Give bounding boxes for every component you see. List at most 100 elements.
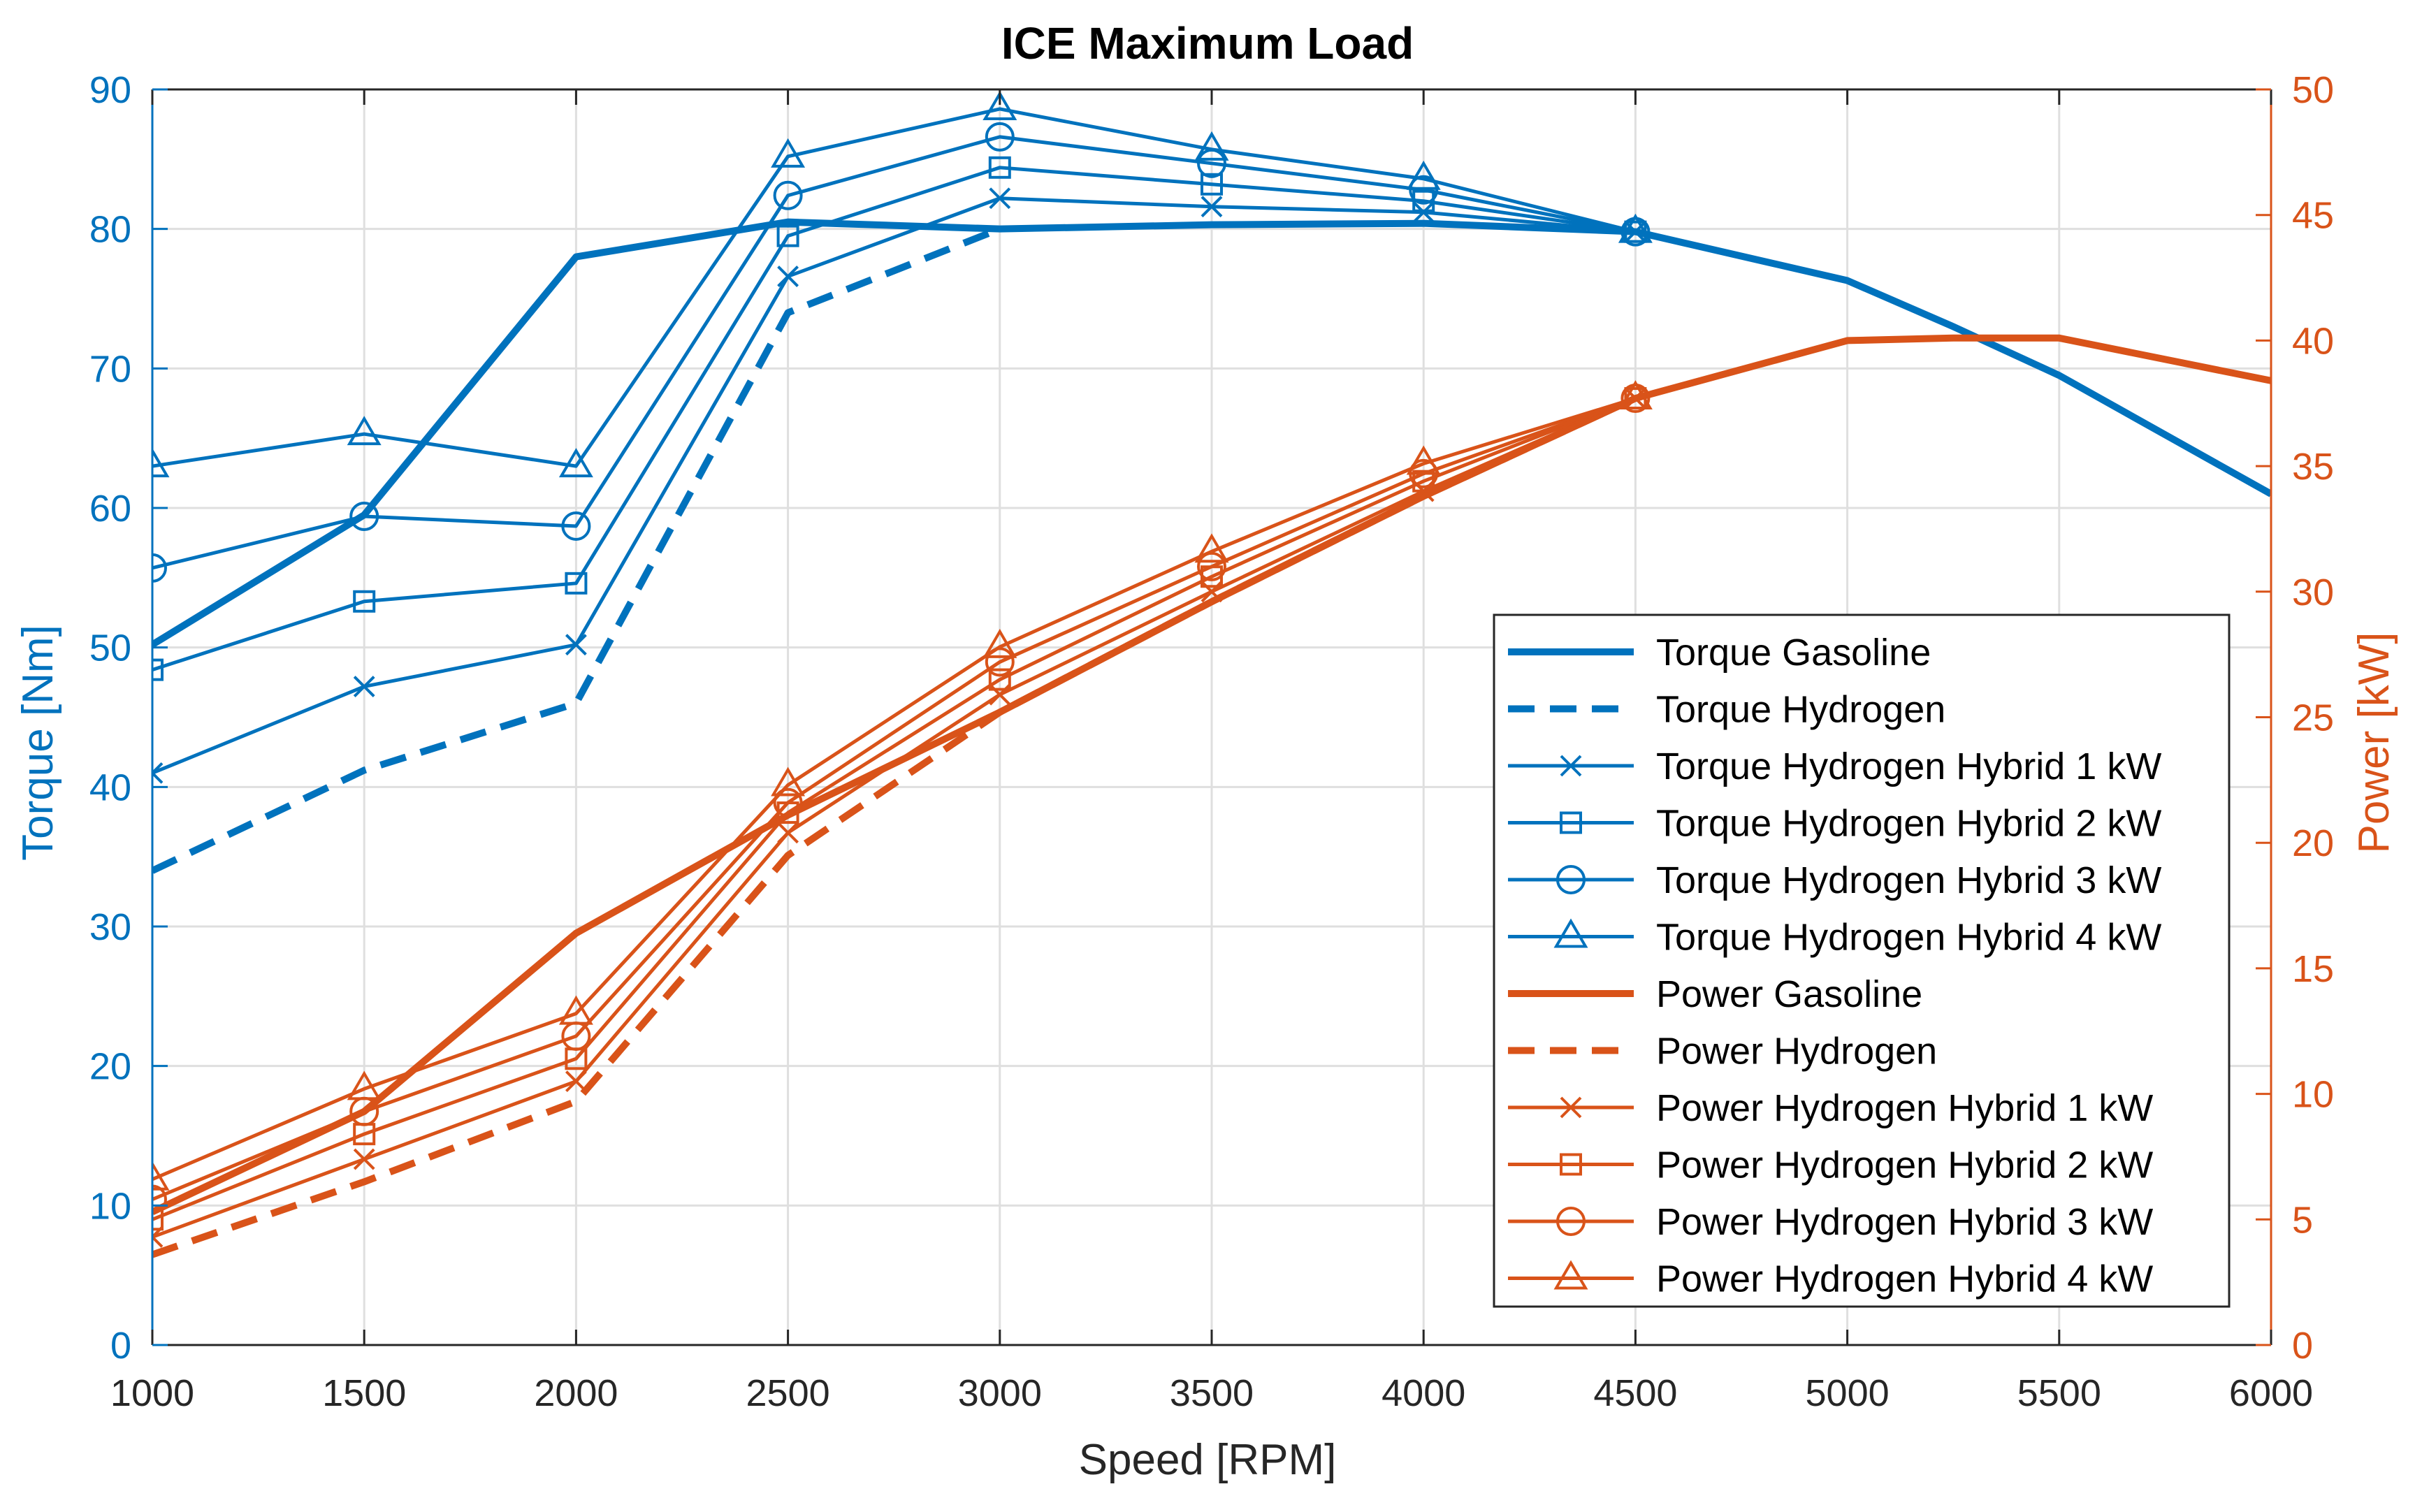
x-tick-label: 1000 — [110, 1372, 194, 1414]
y-left-tick-label: 90 — [89, 69, 131, 111]
legend-entry-torque-hydrogen-hybrid-3-kw: Torque Hydrogen Hybrid 3 kW — [1508, 859, 2161, 901]
legend-label: Power Hydrogen — [1656, 1031, 1937, 1073]
x-tick-label: 5000 — [1806, 1372, 1890, 1414]
marker-triangle — [347, 416, 382, 446]
marker-triangle — [347, 1070, 382, 1100]
marker-x-stroke — [152, 1235, 164, 1248]
marker-x — [1560, 1096, 1582, 1119]
marker-x-stroke — [777, 822, 799, 844]
legend-label: Torque Hydrogen Hybrid 1 kW — [1656, 746, 2161, 787]
marker-x-stroke — [1560, 755, 1582, 777]
marker-x — [1201, 196, 1223, 218]
marker-square — [988, 156, 1011, 179]
x-tick-label: 3000 — [958, 1372, 1042, 1414]
marker-x-stroke — [353, 676, 375, 697]
series-torque-hydrogen-hybrid-4-kw — [152, 90, 1653, 478]
x-tick-label: 5500 — [2017, 1372, 2101, 1414]
series-power-hydrogen — [152, 395, 1637, 1258]
marker-x-stroke — [152, 771, 164, 784]
marker-circle — [561, 511, 591, 541]
y-right-tick-label: 45 — [2292, 195, 2334, 237]
series-line — [152, 396, 1637, 1239]
y-right-tick-label: 0 — [2292, 1325, 2313, 1367]
series-line — [152, 107, 1637, 468]
series-line — [152, 396, 1637, 1201]
marker-x-stroke — [565, 1070, 587, 1093]
x-tick-label: 4000 — [1382, 1372, 1465, 1414]
marker-triangle — [1618, 380, 1653, 410]
marker-triangle — [1553, 1260, 1588, 1290]
legend-entry-power-hydrogen: Power Hydrogen — [1508, 1031, 1937, 1073]
marker-circle — [985, 122, 1015, 152]
marker-circle — [773, 180, 803, 210]
marker-square — [1560, 811, 1582, 834]
legend-entry-power-hydrogen-hybrid-1-kw: Power Hydrogen Hybrid 1 kW — [1508, 1087, 2153, 1129]
legend-label: Power Hydrogen Hybrid 4 kW — [1656, 1258, 2153, 1300]
series-line — [152, 396, 1637, 1182]
marker-triangle — [152, 448, 170, 478]
marker-square — [565, 572, 588, 595]
y-right-tick-label: 35 — [2292, 446, 2334, 488]
legend-label: Torque Gasoline — [1656, 632, 1931, 674]
x-tick-label: 6000 — [2229, 1372, 2313, 1414]
y-right-tick-label: 40 — [2292, 320, 2334, 362]
legend-label: Torque Hydrogen — [1656, 689, 1945, 731]
y-right-tick-label: 5 — [2292, 1199, 2313, 1241]
legend-label: Power Hydrogen Hybrid 2 kW — [1656, 1144, 2153, 1186]
series-power-hydrogen-hybrid-4-kw — [152, 380, 1653, 1191]
series-line — [152, 166, 1636, 671]
series-line — [152, 226, 1001, 874]
y-axis-left-label: Torque [Nm] — [14, 625, 62, 861]
legend-entry-torque-hydrogen-hybrid-2-kw: Torque Hydrogen Hybrid 2 kW — [1508, 803, 2161, 845]
legend-label: Torque Hydrogen Hybrid 3 kW — [1656, 859, 2161, 901]
marker-square — [1201, 173, 1223, 196]
x-tick-label: 4500 — [1593, 1372, 1677, 1414]
y-right-tick-label: 30 — [2292, 572, 2334, 613]
marker-x-stroke — [1560, 1096, 1582, 1119]
legend-label: Torque Hydrogen Hybrid 2 kW — [1656, 803, 2161, 845]
y-left-tick-label: 10 — [89, 1185, 131, 1227]
marker-x — [565, 634, 587, 656]
marker-circle — [1556, 1207, 1586, 1236]
marker-circle — [152, 553, 167, 583]
y-right-tick-label: 50 — [2292, 69, 2334, 111]
marker-x-stroke — [152, 762, 164, 776]
y-left-tick-label: 50 — [89, 627, 131, 669]
legend-entry-power-hydrogen-hybrid-3-kw: Power Hydrogen Hybrid 3 kW — [1508, 1201, 2153, 1243]
legend-label: Power Hydrogen Hybrid 3 kW — [1656, 1201, 2153, 1243]
marker-triangle — [771, 766, 806, 797]
marker-x — [353, 1148, 375, 1170]
legend-label: Power Hydrogen Hybrid 1 kW — [1656, 1087, 2153, 1129]
marker-x-stroke — [1201, 196, 1223, 218]
marker-x-stroke — [777, 266, 799, 287]
legend-entry-power-gasoline: Power Gasoline — [1508, 973, 1922, 1015]
marker-x — [989, 187, 1011, 210]
marker-square — [776, 224, 799, 247]
series-line — [152, 395, 1637, 1258]
marker-circle — [349, 501, 379, 531]
series-line — [152, 196, 1636, 775]
marker-circle — [1556, 865, 1586, 894]
marker-circle — [773, 787, 803, 817]
x-tick-label: 2500 — [746, 1372, 830, 1414]
marker-triangle — [982, 628, 1017, 658]
marker-triangle — [1406, 445, 1441, 475]
marker-x — [565, 1070, 587, 1093]
y-axis-right-label: Power [kW] — [2350, 632, 2398, 854]
marker-triangle — [1194, 533, 1229, 563]
marker-triangle — [152, 1161, 170, 1191]
marker-circle — [152, 1184, 167, 1214]
marker-x — [1560, 755, 1582, 777]
legend-entry-torque-hydrogen-hybrid-4-kw: Torque Hydrogen Hybrid 4 kW — [1508, 917, 2161, 959]
y-left-tick-label: 30 — [89, 906, 131, 948]
y-right-tick-label: 15 — [2292, 948, 2334, 990]
x-tick-label: 2000 — [534, 1372, 618, 1414]
marker-x — [777, 822, 799, 844]
legend-entry-torque-gasoline: Torque Gasoline — [1508, 632, 1931, 674]
y-right-tick-label: 10 — [2292, 1074, 2334, 1116]
x-tick-label: 3500 — [1170, 1372, 1254, 1414]
marker-triangle — [1618, 213, 1653, 243]
marker-triangle — [1194, 131, 1229, 161]
legend-box — [1493, 613, 2231, 1308]
